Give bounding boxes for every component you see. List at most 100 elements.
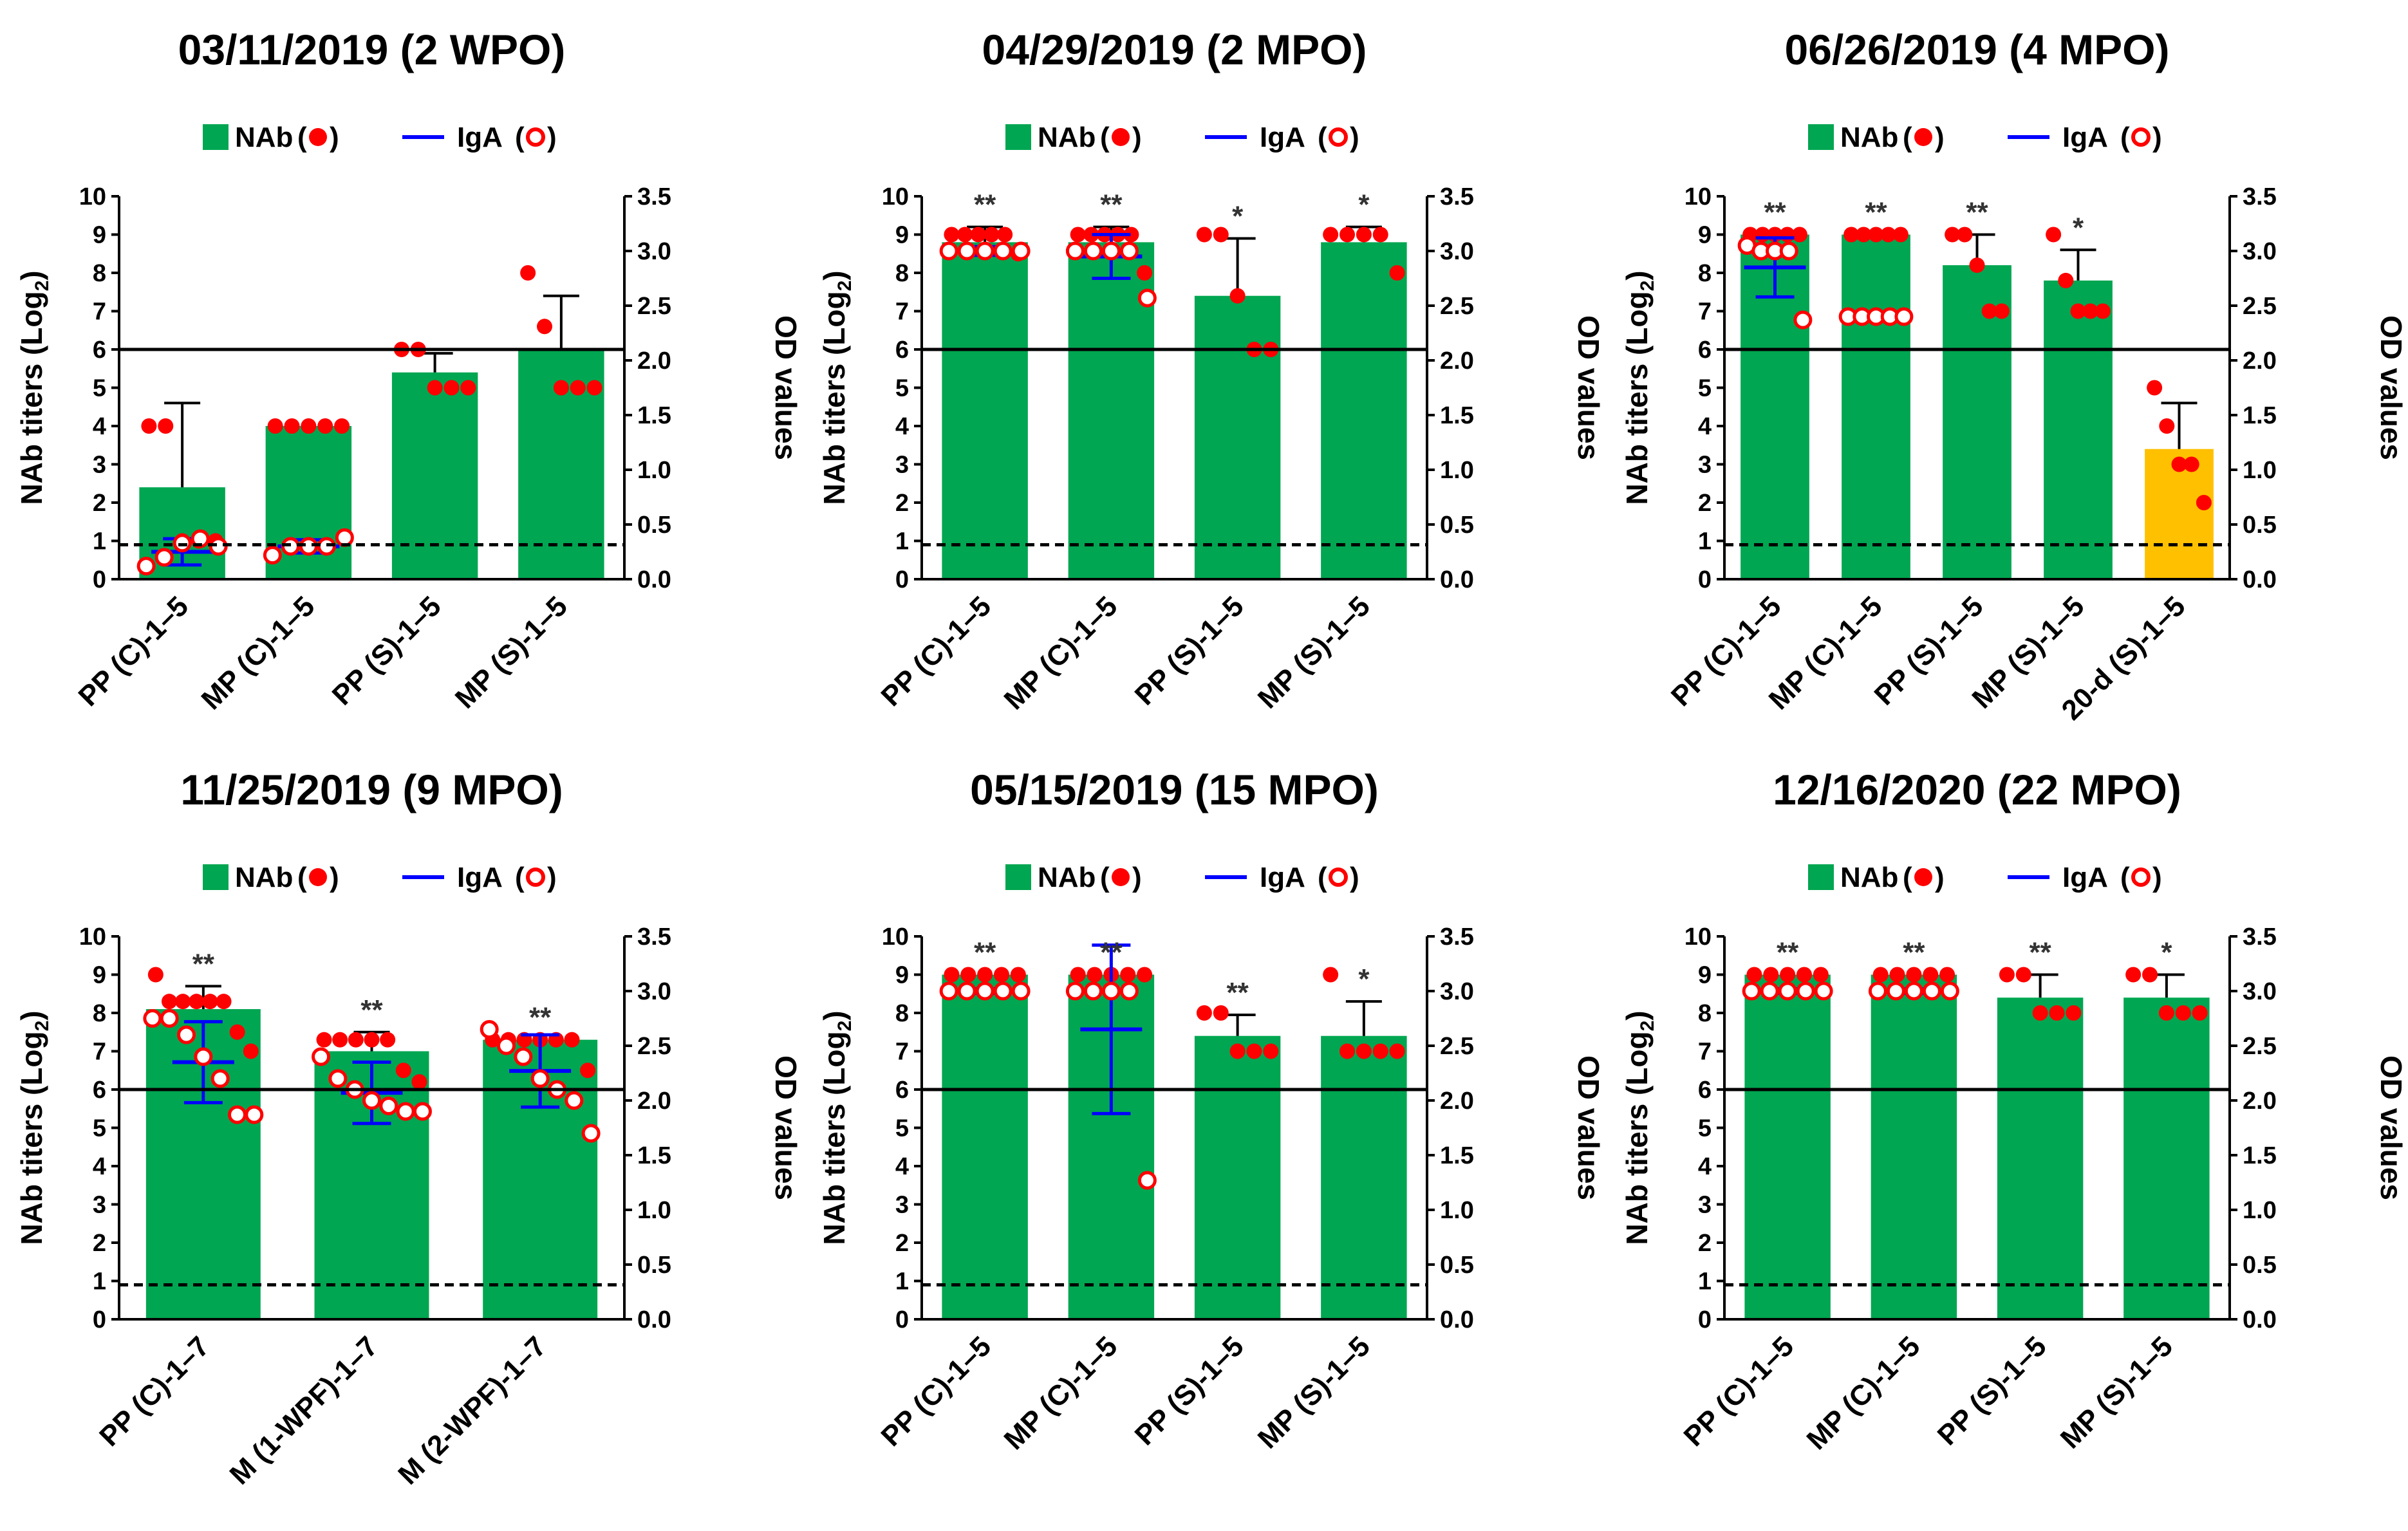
- iga-point: [1065, 241, 1085, 261]
- nab-point: [944, 967, 960, 983]
- nab-point: [586, 380, 602, 396]
- y2-tick-label: 2.0: [1440, 1088, 1474, 1115]
- iga-point: [1101, 241, 1121, 261]
- y2-tick-label: 1.5: [637, 402, 671, 429]
- iga-point: [312, 1047, 331, 1066]
- chart-title: 03/11/2019 (2 WPO): [178, 26, 566, 73]
- legend-paren: (: [297, 862, 307, 893]
- y-tick-label: 6: [1698, 1077, 1712, 1104]
- chart-svg: 06/26/2019 (4 MPO)NAb() IgA()**PP (C)-1–5…: [1620, 26, 2408, 726]
- nab-point: [2070, 303, 2086, 319]
- iga-point: [1940, 981, 1959, 1001]
- bar: [1321, 1035, 1407, 1319]
- nab-point: [1083, 227, 1099, 243]
- category-label: PP (S)-1–5: [1932, 1330, 2053, 1451]
- y2-axis-label: OD values: [1572, 315, 1605, 460]
- legend-iga-marker: [2131, 868, 2151, 887]
- y-tick-label: 4: [93, 1153, 106, 1180]
- legend-paren: ): [330, 122, 339, 153]
- category-label: PP (C)-1–5: [72, 590, 194, 712]
- nab-point: [1196, 1005, 1212, 1021]
- iga-point: [1886, 981, 1905, 1001]
- nab-point: [1923, 967, 1939, 983]
- nab-point: [1196, 227, 1212, 243]
- iga-point: [581, 1124, 601, 1143]
- significance-label: **: [1903, 937, 1925, 969]
- category-label: M (1-WPF)-1–7: [224, 1330, 384, 1490]
- legend-iga-label: IgA: [2062, 122, 2108, 153]
- legend-paren: (: [515, 122, 525, 153]
- legend-paren: ): [1132, 862, 1142, 893]
- nab-point: [1323, 967, 1339, 983]
- y2-axis-label: OD values: [1572, 1055, 1605, 1200]
- legend-nab-label: NAb: [1840, 122, 1898, 153]
- y-tick-label: 10: [1685, 923, 1712, 951]
- chart-panel: 11/25/2019 (9 MPO) NAb() IgA() ** PP (C)-1–7…: [0, 740, 803, 1490]
- iga-point: [317, 537, 336, 556]
- legend-nab-marker: [1914, 128, 1932, 146]
- y-tick-label: 2: [895, 490, 909, 517]
- y2-tick-label: 3.5: [1440, 923, 1474, 951]
- legend-paren: (: [2120, 862, 2130, 893]
- chart-title: 04/29/2019 (2 MPO): [982, 26, 1367, 73]
- y-tick-label: 9: [93, 962, 106, 989]
- y-tick-label: 5: [895, 375, 909, 402]
- iga-point: [281, 537, 300, 556]
- legend-nab-swatch: [1808, 864, 1834, 890]
- legend-nab-marker: [309, 868, 327, 886]
- bar: [1194, 295, 1281, 579]
- y-tick-label: 6: [895, 337, 909, 364]
- nab-point: [1856, 227, 1872, 243]
- iga-point: [565, 1091, 584, 1110]
- y-tick-label: 1: [895, 528, 909, 555]
- y-tick-label: 0: [895, 1306, 909, 1333]
- legend-iga-marker: [526, 868, 545, 887]
- nab-point: [348, 1032, 364, 1048]
- nab-point: [1868, 227, 1884, 243]
- legend-nab-label: NAb: [1038, 122, 1096, 153]
- y-tick-label: 8: [93, 260, 106, 287]
- nab-point: [443, 380, 460, 396]
- nab-point: [1389, 265, 1405, 281]
- nab-point: [2192, 1005, 2208, 1021]
- iga-point: [413, 1102, 432, 1121]
- iga-point: [975, 241, 994, 261]
- y2-tick-label: 0.5: [1440, 1252, 1474, 1279]
- y-tick-label: 1: [93, 528, 106, 555]
- legend-paren: (: [1903, 862, 1912, 893]
- y2-tick-label: 0.5: [637, 1252, 671, 1279]
- y-tick-label: 5: [1698, 1115, 1712, 1142]
- iga-point: [1011, 241, 1031, 261]
- y-tick-label: 1: [1698, 528, 1712, 555]
- y-tick-label: 7: [895, 299, 909, 326]
- y2-tick-label: 1.0: [2243, 457, 2277, 484]
- legend-iga-marker: [526, 127, 545, 147]
- legend-paren: (: [1100, 862, 1110, 893]
- y2-tick-label: 2.5: [1440, 1033, 1474, 1060]
- bar: [942, 242, 1028, 579]
- iga-point: [177, 1025, 196, 1044]
- nab-point: [141, 418, 157, 434]
- y2-tick-label: 1.0: [2243, 1197, 2277, 1224]
- y-tick-label: 5: [1698, 375, 1712, 402]
- nab-point: [2159, 418, 2175, 434]
- nab-point: [960, 967, 976, 983]
- nab-point: [2158, 1005, 2174, 1021]
- y-axis-label: NAb titers (Log2): [817, 1010, 855, 1245]
- y-tick-label: 0: [1698, 1306, 1712, 1333]
- nab-point: [427, 380, 443, 396]
- nab-point: [1372, 227, 1388, 243]
- legend-paren: ): [547, 122, 557, 153]
- bar: [1321, 242, 1407, 579]
- y-tick-label: 8: [1698, 260, 1712, 287]
- bar: [2044, 280, 2113, 579]
- iga-point: [1137, 1171, 1157, 1190]
- nab-point: [1892, 227, 1909, 243]
- y2-axis-label: OD values: [2375, 315, 2408, 460]
- y2-tick-label: 2.0: [637, 348, 671, 375]
- significance-label: **: [2030, 937, 2052, 969]
- category-label: MP (C)-1–5: [196, 590, 321, 716]
- y-tick-label: 10: [882, 183, 909, 210]
- nab-point: [1137, 967, 1153, 983]
- nab-point: [957, 227, 973, 243]
